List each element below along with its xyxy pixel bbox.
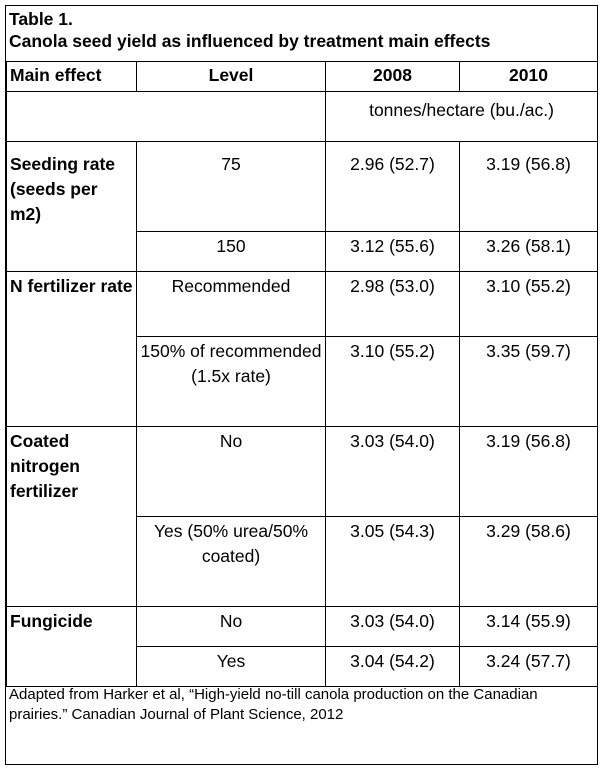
table-row: Yes 3.04 (54.2) 3.24 (57.7) [7, 646, 598, 687]
units-label: tonnes/hectare (bu./ac.) [325, 91, 598, 142]
table-row: 150 3.12 (55.6) 3.26 (58.1) [7, 231, 598, 272]
effect-n-fertilizer-rate: N fertilizer rate [6, 271, 137, 427]
level-cell: 75 [136, 141, 326, 232]
yield-2008-cell: 2.98 (53.0) [325, 271, 460, 337]
effect-seeding-rate: Seeding rate (seeds per m2) [6, 141, 137, 272]
units-blank-cell [6, 91, 326, 142]
header-2008: 2008 [325, 61, 460, 92]
yield-2008-cell: 3.10 (55.2) [325, 336, 460, 427]
table-row: 150% of recommended (1.5x rate) 3.10 (55… [7, 336, 598, 427]
yield-2008-cell: 3.05 (54.3) [325, 516, 460, 607]
level-cell: No [136, 606, 326, 647]
level-cell: 150% of recommended (1.5x rate) [136, 336, 326, 427]
yield-table: Main effect Level 2008 2010 tonnes/hecta… [6, 61, 598, 687]
table-frame: Table 1. Canola seed yield as influenced… [5, 5, 598, 765]
table-title: Canola seed yield as influenced by treat… [9, 31, 491, 51]
level-cell: Yes (50% urea/50% coated) [136, 516, 326, 607]
level-cell: Yes [136, 646, 326, 687]
table-caption: Table 1. Canola seed yield as influenced… [9, 8, 594, 52]
effect-fungicide: Fungicide [6, 606, 137, 687]
yield-2010-cell: 3.29 (58.6) [459, 516, 598, 607]
header-level: Level [136, 61, 326, 92]
table-row: Coated nitrogen fertilizer No 3.03 (54.0… [6, 426, 598, 607]
yield-2008-cell: 3.04 (54.2) [325, 646, 460, 687]
header-2010: 2010 [459, 61, 598, 92]
yield-2008-cell: 2.96 (52.7) [325, 141, 460, 232]
yield-2008-cell: 3.03 (54.0) [325, 606, 460, 647]
yield-2010-cell: 3.26 (58.1) [459, 231, 598, 272]
table-row: Fungicide No 3.03 (54.0) 3.14 (55.9) [6, 606, 598, 687]
header-row: Main effect Level 2008 2010 [6, 61, 598, 92]
source-footnote: Adapted from Harker et al, “High-yield n… [9, 686, 538, 723]
effect-coated-nitrogen: Coated nitrogen fertilizer [6, 426, 137, 607]
yield-2010-cell: 3.10 (55.2) [459, 271, 598, 337]
yield-2008-cell: 3.03 (54.0) [325, 426, 460, 517]
table-row: Yes (50% urea/50% coated) 3.05 (54.3) 3.… [7, 516, 598, 607]
units-row: tonnes/hectare (bu./ac.) [6, 91, 598, 142]
yield-2010-cell: 3.24 (57.7) [459, 646, 598, 687]
yield-2010-cell: 3.19 (56.8) [459, 426, 598, 517]
table-row: Seeding rate (seeds per m2) 75 2.96 (52.… [6, 141, 598, 272]
yield-2010-cell: 3.19 (56.8) [459, 141, 598, 232]
table-number: Table 1. [9, 9, 73, 29]
level-cell: Recommended [136, 271, 326, 337]
table-row: N fertilizer rate Recommended 2.98 (53.0… [6, 271, 598, 427]
yield-2008-cell: 3.12 (55.6) [325, 231, 460, 272]
yield-2010-cell: 3.35 (59.7) [459, 336, 598, 427]
yield-2010-cell: 3.14 (55.9) [459, 606, 598, 647]
header-main-effect: Main effect [6, 61, 137, 92]
level-cell: No [136, 426, 326, 517]
level-cell: 150 [136, 231, 326, 272]
